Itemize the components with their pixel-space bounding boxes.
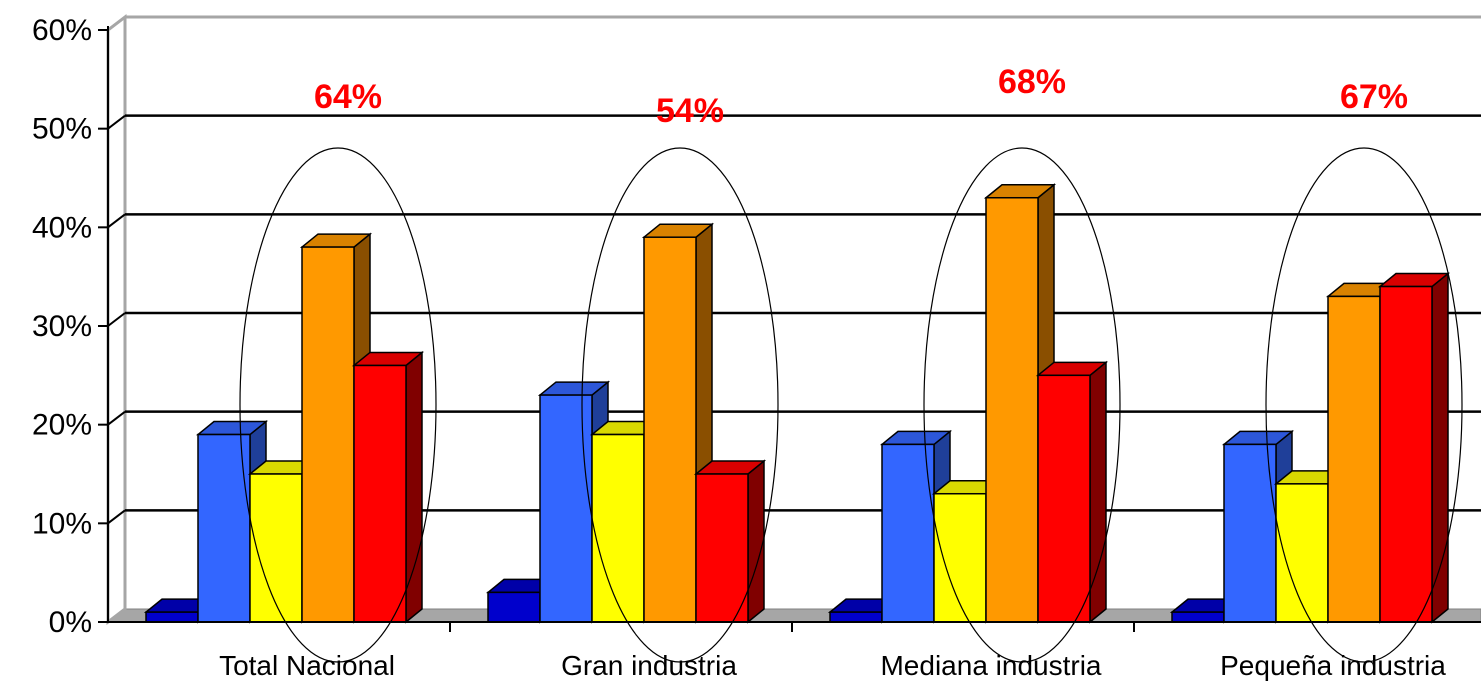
bar-side (405, 350, 423, 624)
bar (249, 473, 303, 623)
bar (539, 394, 593, 623)
bar (1037, 374, 1091, 623)
bar (487, 591, 541, 623)
bar (695, 473, 749, 623)
labels: 0% 10% 20% 30% 40% 50% 60% Total Nacional 64% Gra… (32, 14, 1446, 681)
bar (1327, 295, 1381, 623)
bar (1171, 611, 1225, 623)
x-tick-label: Mediana industria (880, 650, 1101, 681)
y-tick-label: 40% (32, 211, 92, 244)
annotation-label: 54% (656, 92, 724, 130)
bar (1379, 285, 1433, 623)
highlight-ellipse (239, 147, 437, 663)
bar (1223, 443, 1277, 623)
y-tick-label: 10% (32, 507, 92, 540)
bar (829, 611, 883, 623)
axes (98, 26, 1481, 632)
highlight-ellipse (923, 147, 1121, 663)
bar (591, 433, 645, 623)
gridline-diagonal (107, 410, 126, 426)
bar (353, 364, 407, 623)
y-tick-label: 20% (32, 409, 92, 442)
y-tick-label: 60% (32, 14, 92, 47)
gridline-diagonal (107, 114, 126, 130)
bars (143, 183, 1451, 624)
bar (881, 443, 935, 623)
y-tick-label: 0% (49, 606, 92, 639)
y-tick-label: 30% (32, 310, 92, 343)
bar (1275, 483, 1329, 623)
x-tick-label: Total Nacional (219, 650, 395, 681)
bar (145, 611, 199, 623)
highlight-ellipse (1265, 147, 1463, 663)
x-tick-label: Pequeña industria (1220, 650, 1446, 681)
highlight-ellipse (581, 147, 779, 663)
gridline-diagonal (107, 312, 126, 327)
gridline-diagonal (107, 213, 126, 229)
bar-side (1431, 271, 1449, 624)
bar (985, 196, 1039, 623)
bar (643, 236, 697, 623)
highlight-ellipses (239, 147, 1463, 663)
annotation-label: 67% (1340, 78, 1408, 116)
x-tick-label: Gran industria (561, 650, 737, 681)
bar (301, 246, 355, 623)
annotation-label: 64% (314, 78, 382, 116)
gridline-diagonal (107, 509, 126, 525)
bar-side (747, 459, 765, 624)
annotation-label: 68% (998, 63, 1066, 101)
y-tick-label: 50% (32, 113, 92, 146)
